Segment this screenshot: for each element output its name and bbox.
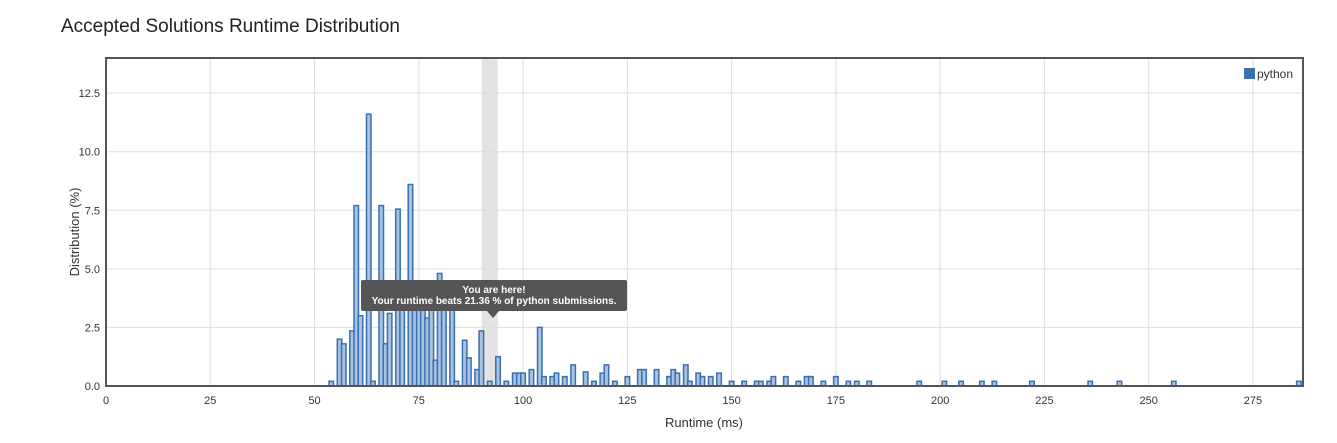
x-tick-label: 225 xyxy=(1035,395,1053,407)
tooltip-pointer xyxy=(487,311,499,318)
bar[interactable] xyxy=(357,314,364,387)
bar[interactable] xyxy=(674,372,681,387)
bar[interactable] xyxy=(782,375,789,387)
legend[interactable]: python xyxy=(1244,67,1293,81)
bar[interactable] xyxy=(716,372,723,387)
bar[interactable] xyxy=(770,375,777,387)
bar[interactable] xyxy=(386,312,393,387)
y-tick-label: 7.5 xyxy=(85,205,100,217)
bar[interactable] xyxy=(340,343,347,387)
bar[interactable] xyxy=(603,364,610,387)
tooltip-line1: You are here! xyxy=(462,285,525,296)
x-tick-label: 150 xyxy=(722,395,740,407)
bar[interactable] xyxy=(553,372,560,387)
x-tick-label: 0 xyxy=(103,395,109,407)
bar[interactable] xyxy=(641,368,648,387)
x-tick-label: 200 xyxy=(931,395,949,407)
bar[interactable] xyxy=(561,375,568,387)
y-tick-label: 2.5 xyxy=(85,322,100,334)
bar[interactable] xyxy=(478,330,485,387)
tooltip-box xyxy=(361,280,627,311)
bar[interactable] xyxy=(653,368,660,387)
bar[interactable] xyxy=(365,113,372,387)
tooltip-line2: Your runtime beats 21.36 % of python sub… xyxy=(372,296,617,307)
x-axis-label: Runtime (ms) xyxy=(665,415,743,430)
x-tick-label: 175 xyxy=(827,395,845,407)
x-tick-label: 50 xyxy=(308,395,320,407)
bar[interactable] xyxy=(528,368,535,387)
bar[interactable] xyxy=(399,298,406,387)
x-tick-label: 25 xyxy=(204,395,216,407)
ticks-layer: 0 25 50 75 100 125 150 175 200 225 250 275 0.0 2.5 5.0… xyxy=(79,88,1263,407)
bar[interactable] xyxy=(832,375,839,387)
grid-layer xyxy=(106,58,1303,386)
x-tick-label: 75 xyxy=(413,395,425,407)
bar[interactable] xyxy=(624,375,631,387)
bar[interactable] xyxy=(582,371,589,387)
bar[interactable] xyxy=(807,375,814,387)
y-tick-label: 12.5 xyxy=(79,88,100,100)
y-axis-label: Distribution (%) xyxy=(67,188,82,277)
y-tick-label: 0.0 xyxy=(85,381,100,393)
bar[interactable] xyxy=(520,372,527,387)
bars-layer xyxy=(328,113,1302,387)
legend-swatch xyxy=(1244,68,1255,79)
bar[interactable] xyxy=(540,375,547,387)
bar[interactable] xyxy=(699,375,706,387)
x-tick-label: 275 xyxy=(1244,395,1262,407)
runtime-tooltip: You are here! Your runtime beats 21.36 %… xyxy=(361,280,627,318)
chart-title: Accepted Solutions Runtime Distribution xyxy=(61,16,401,37)
x-tick-label: 100 xyxy=(514,395,532,407)
y-tick-label: 10.0 xyxy=(79,147,100,159)
legend-label-python: python xyxy=(1257,67,1293,81)
x-tick-label: 250 xyxy=(1140,395,1158,407)
bar[interactable] xyxy=(707,375,714,387)
plot-frame xyxy=(105,57,1304,387)
bar[interactable] xyxy=(449,303,456,387)
bar[interactable] xyxy=(570,364,577,387)
bar[interactable] xyxy=(495,355,502,387)
y-tick-label: 5.0 xyxy=(85,264,100,276)
x-tick-label: 125 xyxy=(618,395,636,407)
bar[interactable] xyxy=(465,357,472,387)
